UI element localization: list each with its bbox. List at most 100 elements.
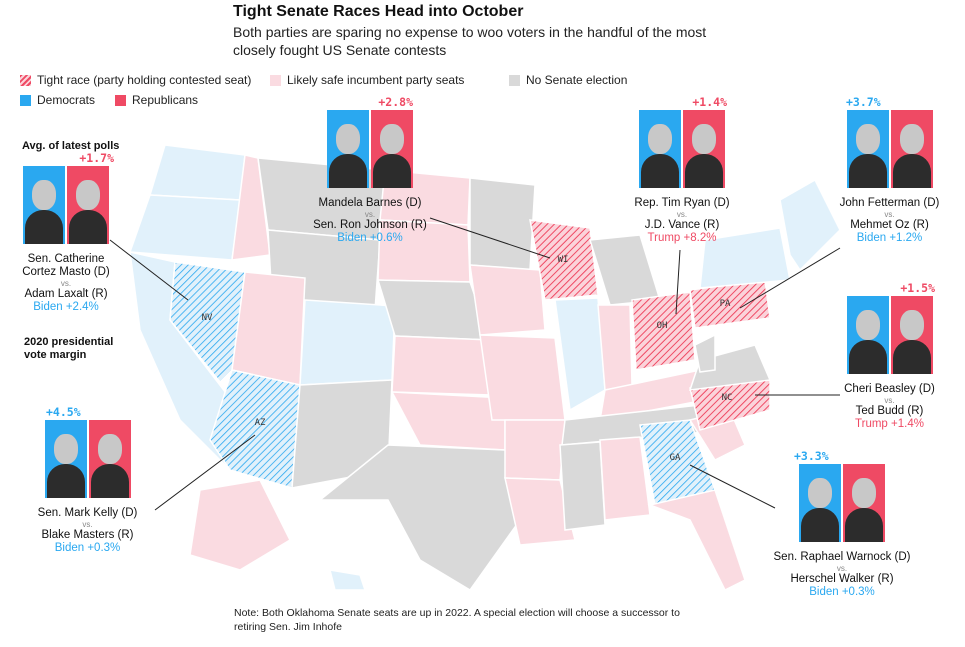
- oh-rep-photo: [683, 110, 725, 188]
- az-rep-photo: [88, 420, 131, 498]
- state-al: [599, 436, 651, 521]
- state-az: [209, 369, 301, 489]
- az-rep-name: Blake Masters (R): [41, 529, 134, 541]
- dem-swatch: [20, 94, 31, 106]
- state-va: [688, 344, 772, 391]
- legend-dem: Democrats: [20, 93, 95, 107]
- wi-dem-name: Mandela Barnes (D): [318, 197, 422, 209]
- wi-rep-photo: [371, 110, 413, 188]
- wi-vs: vs.: [364, 210, 376, 219]
- oh-leader: [675, 249, 681, 315]
- state-hi: [328, 569, 367, 591]
- az-poll: +4.5%: [46, 405, 81, 419]
- state-co: [299, 299, 396, 386]
- avg-polls-label: Avg. of latest polls: [22, 140, 120, 152]
- state-mo: [479, 334, 566, 421]
- state-ak: [189, 479, 291, 571]
- oh-photos: [627, 110, 737, 188]
- ga-pres: Biden +0.3%: [809, 586, 875, 598]
- pa-pres: Biden +1.2%: [856, 232, 923, 244]
- oh-dem-photo: [639, 110, 681, 188]
- tight-swatch: [20, 74, 31, 86]
- nv-rep-photo: [67, 166, 109, 244]
- ga-photos: [772, 464, 912, 542]
- chart-subtitle: Both parties are sparing no expense to w…: [233, 24, 707, 58]
- nc-vs: vs.: [884, 396, 895, 405]
- state-ms: [559, 441, 606, 531]
- nv-poll: +1.7%: [79, 151, 114, 165]
- pa-dem-name: John Fetterman (D): [839, 197, 940, 209]
- state-wv: [694, 333, 716, 373]
- race-pa: +3.7% John Fetterman (D) vs. Mehmet Oz (…: [832, 96, 947, 245]
- legend-none-label: No Senate election: [526, 73, 628, 87]
- state-or: [128, 194, 241, 261]
- ga-dem-photo: [799, 464, 841, 542]
- legend-tight: Tight race (party holding contested seat…: [20, 73, 251, 87]
- state-new-england: [779, 178, 841, 272]
- state-ny: [699, 227, 791, 289]
- ga-leader: [689, 464, 776, 509]
- legend-rep: Republicans: [115, 93, 198, 107]
- nv-vs: vs.: [60, 279, 72, 288]
- legend-rep-label: Republicans: [132, 93, 199, 107]
- none-swatch: [509, 74, 520, 86]
- safe-swatch: [270, 74, 281, 86]
- nc-pres: Trump +1.4%: [855, 418, 924, 430]
- az-leader: [154, 434, 256, 511]
- footnote: Note: Both Oklahoma Senate seats are up …: [234, 607, 680, 633]
- chart-title: Tight Senate Races Head into October: [233, 3, 524, 20]
- state-mi: [589, 234, 661, 306]
- oh-label: OH: [657, 321, 668, 331]
- nc-photos: [832, 296, 947, 374]
- wi-dem-photo: [327, 110, 369, 188]
- nc-rep-photo: [890, 296, 933, 374]
- ga-dem-name: Sen. Raphael Warnock (D): [773, 551, 911, 563]
- state-wi: [529, 219, 599, 301]
- nv-leader: [109, 239, 189, 301]
- state-ut: [231, 271, 306, 386]
- nc-dem-photo: [846, 296, 889, 374]
- pa-leader: [739, 247, 841, 309]
- wi-pres: Biden +0.6%: [337, 232, 403, 244]
- wi-poll: +2.8%: [378, 95, 413, 109]
- pa-rep-name: Mehmet Oz (R): [850, 219, 929, 231]
- legend-safe-label: Likely safe incumbent party seats: [287, 73, 465, 87]
- legend-safe: Likely safe incumbent party seats: [270, 73, 464, 87]
- oh-dem-name: Rep. Tim Ryan (D): [634, 197, 730, 209]
- ga-rep-photo: [843, 464, 885, 542]
- nc-label: NC: [722, 393, 733, 403]
- race-ga: +3.3% Sen. Raphael Warnock (D) vs. Hersc…: [772, 450, 912, 599]
- state-ia: [469, 264, 546, 336]
- state-oh: [631, 291, 696, 371]
- state-fl: [647, 489, 746, 592]
- ga-vs: vs.: [836, 564, 848, 573]
- wi-rep-name: Sen. Ron Johnson (R): [313, 219, 427, 231]
- oh-vs: vs.: [676, 210, 688, 219]
- state-ks: [391, 335, 493, 396]
- ga-rep-name: Herschel Walker (R): [790, 573, 894, 585]
- state-mn: [469, 177, 536, 271]
- legend-dem-label: Democrats: [37, 93, 96, 107]
- wi-label: WI: [558, 255, 569, 265]
- oh-poll: +1.4%: [692, 95, 727, 109]
- race-nc: +1.5% Cheri Beasley (D) vs. Ted Budd (R)…: [832, 282, 947, 431]
- az-label: AZ: [255, 418, 266, 428]
- az-dem-name: Sen. Mark Kelly (D): [37, 507, 138, 519]
- az-vs: vs.: [82, 520, 93, 529]
- nv-dem-name: Sen. Catherine Cortez Masto (D): [22, 253, 110, 278]
- pa-label: PA: [720, 299, 731, 309]
- nv-photos: [16, 166, 116, 244]
- az-pres: Biden +0.3%: [54, 542, 121, 554]
- legend-none: No Senate election: [509, 73, 627, 87]
- state-ar: [504, 419, 566, 481]
- state-la: [504, 477, 576, 546]
- legend-tight-label: Tight race (party holding contested seat…: [37, 73, 252, 87]
- pa-vs: vs.: [884, 210, 895, 219]
- nv-label: NV: [202, 313, 213, 323]
- pres-margin-label: 2020 presidential vote margin: [24, 336, 114, 361]
- oh-pres: Trump +8.2%: [647, 232, 717, 244]
- oh-rep-name: J.D. Vance (R): [644, 219, 720, 231]
- race-nv: +1.7% Sen. Catherine Cortez Masto (D) vs…: [16, 152, 116, 314]
- nc-rep-name: Ted Budd (R): [855, 405, 924, 417]
